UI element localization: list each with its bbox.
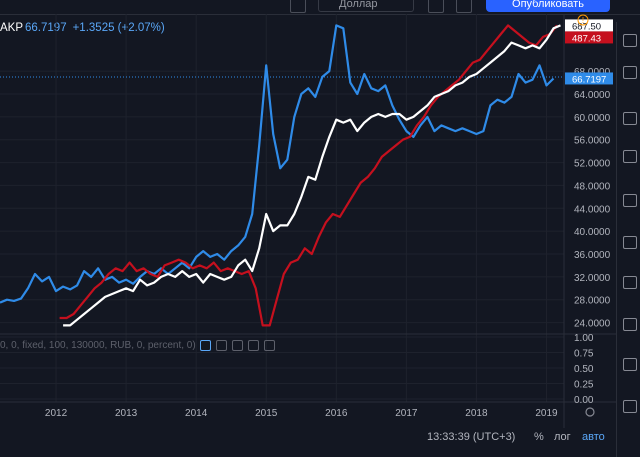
alerts-icon[interactable] (623, 66, 637, 79)
y-tick-label: 44.0000 (574, 204, 611, 215)
x-tick-label: 2018 (465, 408, 488, 419)
end-label-blue: 66.7197 (572, 74, 606, 85)
end-label-white: 687.50 (572, 21, 601, 32)
x-tick-label: 2012 (45, 408, 68, 419)
series-line-3[interactable] (63, 24, 561, 327)
alert-icon-mark: ! (582, 16, 584, 25)
close-icon[interactable] (263, 340, 275, 351)
y-tick-label: 40.0000 (574, 227, 611, 238)
y-tick-label: 64.0000 (574, 90, 611, 101)
bottom-bar: 13:33:39 (UTC+3) % лог авто (0, 428, 616, 446)
chat-icon[interactable] (623, 236, 637, 249)
pane2-tick-label: 1.00 (574, 333, 594, 344)
end-label-red: 487.43 (572, 33, 601, 44)
series-layer (0, 24, 561, 327)
y-tick-label: 24.0000 (574, 319, 611, 330)
watchlist-icon[interactable] (623, 34, 637, 47)
end-label-white-bg (565, 19, 613, 32)
x-tick-label: 2016 (325, 408, 348, 419)
pane2-tick-label: 0.25 (574, 380, 594, 391)
lightbulb-icon[interactable] (623, 318, 637, 331)
pane2-tick-label: 0.00 (574, 395, 594, 406)
indicator-legend: 0, 0, fixed, 100, 130000, RUB, 0, percen… (0, 340, 275, 351)
settings-small-icon[interactable] (216, 340, 228, 351)
y-tick-label: 52.0000 (574, 159, 611, 170)
y-tick-label: 36.0000 (574, 250, 611, 261)
percent-toggle[interactable]: % (534, 431, 544, 443)
source-icon[interactable] (232, 340, 244, 351)
main-pane-grid (0, 14, 564, 402)
end-label-blue-bg (565, 72, 613, 85)
ideas-icon[interactable] (623, 276, 637, 289)
y-tick-label: 56.0000 (574, 136, 611, 147)
log-toggle[interactable]: лог (554, 431, 571, 443)
indicator-scale[interactable]: 0.00 0.25 0.50 0.75 1.00 (574, 333, 594, 406)
x-tick-label: 2017 (395, 408, 418, 419)
series-line-1[interactable] (0, 24, 555, 304)
help-icon[interactable] (623, 400, 637, 413)
alert-icon[interactable] (577, 14, 589, 26)
right-toolbar (616, 22, 640, 457)
x-tick-label: 2019 (535, 408, 558, 419)
symbol-change: +1.3525 (+2.07%) (72, 22, 165, 34)
y-tick-label: 48.0000 (574, 181, 611, 192)
eye-icon[interactable] (200, 340, 212, 351)
symbol-name[interactable]: AKP (0, 22, 24, 34)
time-axis[interactable]: 2012 2013 2014 2015 2016 2017 2018 2019 (45, 408, 558, 419)
pane2-tick-label: 0.75 (574, 349, 594, 360)
x-tick-label: 2014 (185, 408, 208, 419)
clock-icon[interactable] (623, 112, 637, 125)
symbol-legend: AKP 66.7197 +1.3525 (+2.07%) (0, 22, 165, 34)
publish-button[interactable]: Опубликовать (486, 0, 610, 12)
y-tick-label: 60.0000 (574, 113, 611, 124)
notifications-icon[interactable] (623, 358, 637, 371)
compare-icon[interactable] (290, 0, 306, 13)
x-tick-label: 2015 (255, 408, 278, 419)
price-scale[interactable]: 24.0000 28.0000 32.0000 36.0000 40.0000 44.00… (574, 67, 611, 329)
calendar-icon[interactable] (623, 150, 637, 163)
end-label-red-bg (565, 31, 613, 44)
settings-icon[interactable] (428, 0, 444, 13)
currency-dropdown[interactable]: Доллар (318, 0, 414, 12)
gear-icon[interactable] (585, 407, 595, 417)
currency-label: Доллар (339, 0, 378, 10)
indicator-params: 0, 0, fixed, 100, 130000, RUB, 0, percen… (0, 340, 196, 352)
news-icon[interactable] (623, 194, 637, 207)
series-line-2[interactable] (59, 24, 558, 327)
pane2-tick-label: 0.50 (574, 364, 594, 375)
auto-toggle[interactable]: авто (582, 431, 605, 443)
x-tick-label: 2013 (115, 408, 138, 419)
more-icon[interactable] (247, 340, 259, 351)
top-toolbar: Доллар Опубликовать (0, 0, 640, 15)
fullscreen-icon[interactable] (456, 0, 472, 13)
clock-time[interactable]: 13:33:39 (UTC+3) (427, 431, 516, 443)
y-tick-label: 32.0000 (574, 273, 611, 284)
price-chart[interactable]: 24.0000 28.0000 32.0000 36.0000 40.0000 44.00… (0, 0, 616, 428)
y-tick-label: 28.0000 (574, 296, 611, 307)
